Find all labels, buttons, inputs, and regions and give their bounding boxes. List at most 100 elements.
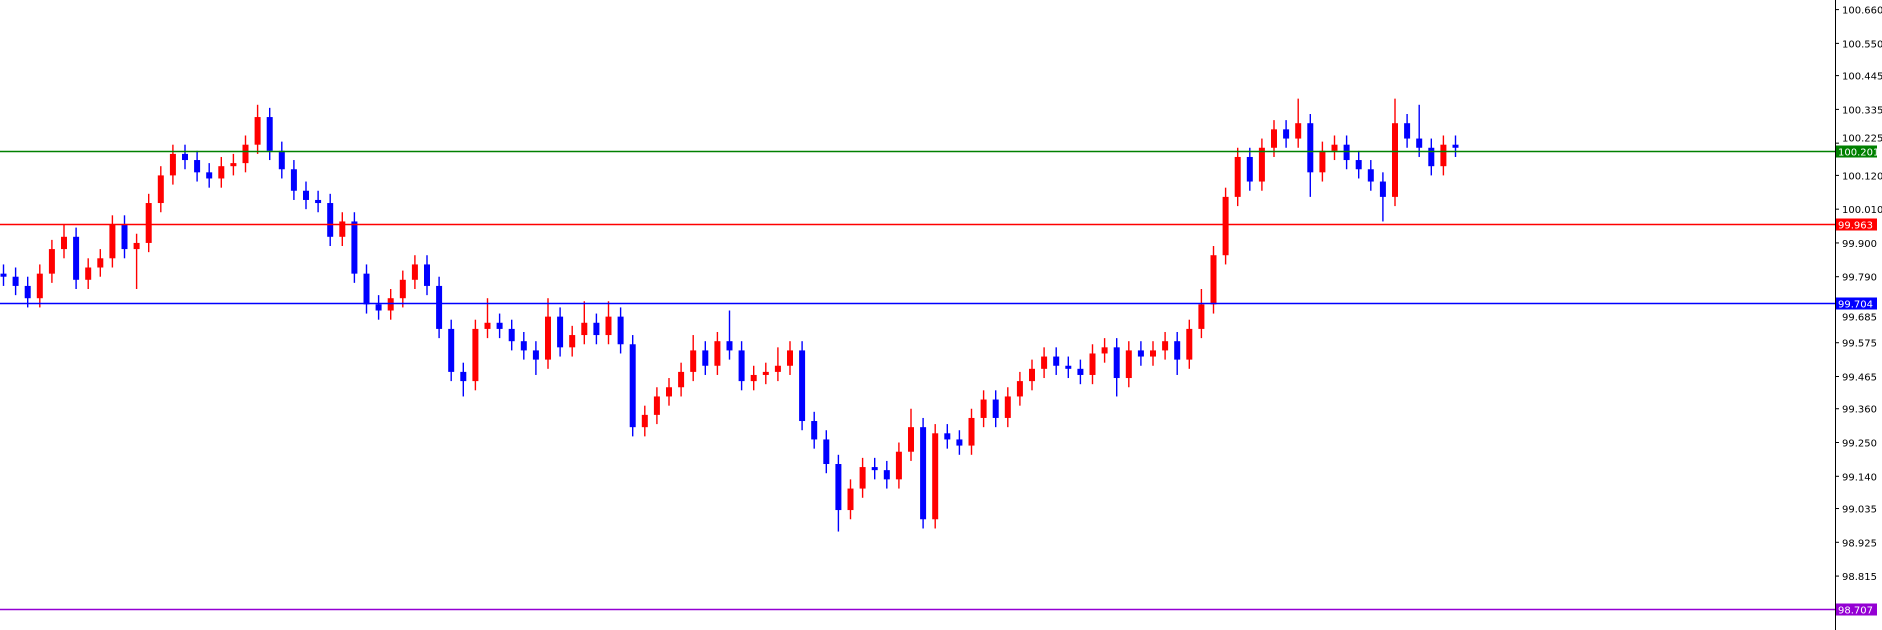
candle-body [496, 322, 503, 329]
candle-body [109, 224, 116, 259]
candle-body [1162, 341, 1169, 351]
candle-body [230, 163, 237, 167]
candle-body [1004, 396, 1011, 418]
candle [424, 255, 430, 296]
candle-body [1343, 144, 1350, 161]
candle [871, 457, 878, 480]
candle [436, 276, 443, 339]
candle-body [36, 273, 43, 299]
candle-body [1367, 169, 1374, 182]
candle-body [424, 264, 430, 286]
candle-body [605, 316, 612, 336]
candle-body [992, 399, 999, 418]
candle-body [593, 322, 600, 336]
tick-label: 100.335 [1842, 105, 1882, 116]
candle [496, 313, 503, 339]
candle-body [85, 267, 92, 280]
candle-body [545, 316, 551, 360]
candle-body [932, 433, 939, 520]
candle-body [859, 467, 866, 489]
candle [1029, 359, 1035, 391]
tick-label: 99.140 [1842, 472, 1877, 483]
candle [1113, 338, 1120, 397]
candle [73, 227, 80, 289]
candle [895, 442, 902, 489]
candle [1392, 98, 1398, 207]
candle-body [1222, 196, 1229, 256]
tick-label: 100.120 [1842, 171, 1882, 182]
tick-label: 100.660 [1842, 6, 1882, 17]
candle-body [1053, 356, 1060, 366]
candle [1319, 141, 1326, 182]
level-price-label: 100.201 [1838, 148, 1879, 159]
candle-body [1065, 365, 1072, 369]
candle [278, 141, 285, 179]
candle-body [714, 341, 721, 366]
candle [653, 387, 660, 425]
candle-body [97, 258, 104, 268]
level-price-label: 98.707 [1838, 606, 1873, 617]
candle-body [508, 328, 515, 342]
candle-body [678, 371, 685, 388]
candle [593, 313, 600, 345]
candle-body [1101, 347, 1108, 354]
candle [36, 264, 43, 308]
level-price-labels: 100.201 99.963 99.704 98.707 [1836, 145, 1879, 617]
candle [315, 190, 322, 213]
candle [1137, 341, 1144, 366]
candle [484, 298, 491, 339]
candle-body [1355, 160, 1362, 170]
candle-body [883, 470, 890, 480]
candle [363, 264, 370, 314]
candle [762, 362, 769, 385]
candle [1222, 187, 1229, 265]
candle-body [290, 169, 297, 191]
candle [1004, 387, 1011, 428]
tick-label: 100.225 [1842, 134, 1882, 145]
candle [968, 408, 975, 455]
candle [145, 193, 152, 253]
candle [774, 347, 781, 382]
candle-body [641, 414, 648, 428]
candle [1041, 347, 1048, 379]
candle [1452, 135, 1459, 157]
candle-body [581, 322, 588, 336]
candle-body [24, 285, 31, 299]
tick-label: 99.465 [1842, 373, 1877, 384]
candle [1210, 246, 1217, 314]
candle-body [182, 153, 188, 161]
candle-body [315, 199, 322, 204]
candle-body [920, 427, 927, 520]
candle-body [339, 221, 346, 237]
tick-label: 100.550 [1842, 39, 1882, 50]
tick-label: 100.010 [1842, 205, 1882, 216]
candle [1343, 135, 1350, 170]
tick-label: 99.250 [1842, 439, 1877, 450]
candle [641, 405, 648, 437]
candle [399, 270, 406, 308]
candle-body [617, 316, 624, 345]
candle [1404, 113, 1411, 148]
tick-label: 99.900 [1842, 239, 1877, 250]
candle [847, 479, 854, 520]
candle [629, 335, 636, 437]
candle [1283, 120, 1290, 148]
candle-body [835, 464, 842, 511]
candle-body [569, 335, 576, 348]
candle-body [1271, 129, 1277, 148]
candle-body [1041, 356, 1048, 369]
candle [581, 301, 588, 345]
candle [0, 264, 7, 286]
candle-body [956, 439, 963, 446]
candle-body [871, 467, 878, 471]
candle-body [726, 341, 733, 351]
tick-label: 99.575 [1842, 339, 1877, 350]
candle-body [472, 328, 479, 382]
candle-body [218, 166, 225, 179]
candle-body [895, 451, 902, 480]
tick-label: 98.815 [1842, 572, 1877, 583]
candle-body [399, 279, 406, 299]
candle [1367, 160, 1374, 191]
